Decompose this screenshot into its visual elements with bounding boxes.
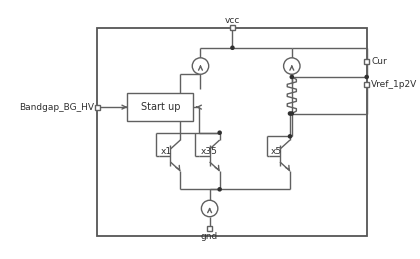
Text: x35: x35	[200, 147, 218, 156]
Text: Bandgap_BG_HV: Bandgap_BG_HV	[18, 103, 94, 112]
Text: Cur: Cur	[371, 57, 387, 66]
Circle shape	[284, 58, 300, 74]
Circle shape	[288, 111, 292, 116]
Circle shape	[230, 46, 235, 50]
Bar	[97, 28, 367, 236]
Circle shape	[192, 58, 209, 74]
Circle shape	[218, 131, 222, 135]
Text: Start up: Start up	[141, 102, 180, 112]
Bar	[95, 105, 100, 110]
Bar	[207, 226, 212, 231]
Circle shape	[202, 200, 218, 217]
Bar	[230, 25, 235, 30]
Circle shape	[288, 134, 292, 139]
Circle shape	[289, 75, 294, 79]
Text: x5: x5	[271, 147, 282, 156]
Text: vcc: vcc	[225, 16, 240, 25]
Circle shape	[365, 75, 369, 79]
Text: x1: x1	[161, 147, 172, 156]
Circle shape	[289, 111, 294, 116]
Bar	[127, 93, 193, 121]
Bar	[364, 59, 369, 64]
Text: gnd: gnd	[201, 232, 218, 241]
Circle shape	[218, 187, 222, 192]
Text: Vref_1p2V: Vref_1p2V	[371, 80, 417, 89]
Bar	[364, 82, 369, 87]
